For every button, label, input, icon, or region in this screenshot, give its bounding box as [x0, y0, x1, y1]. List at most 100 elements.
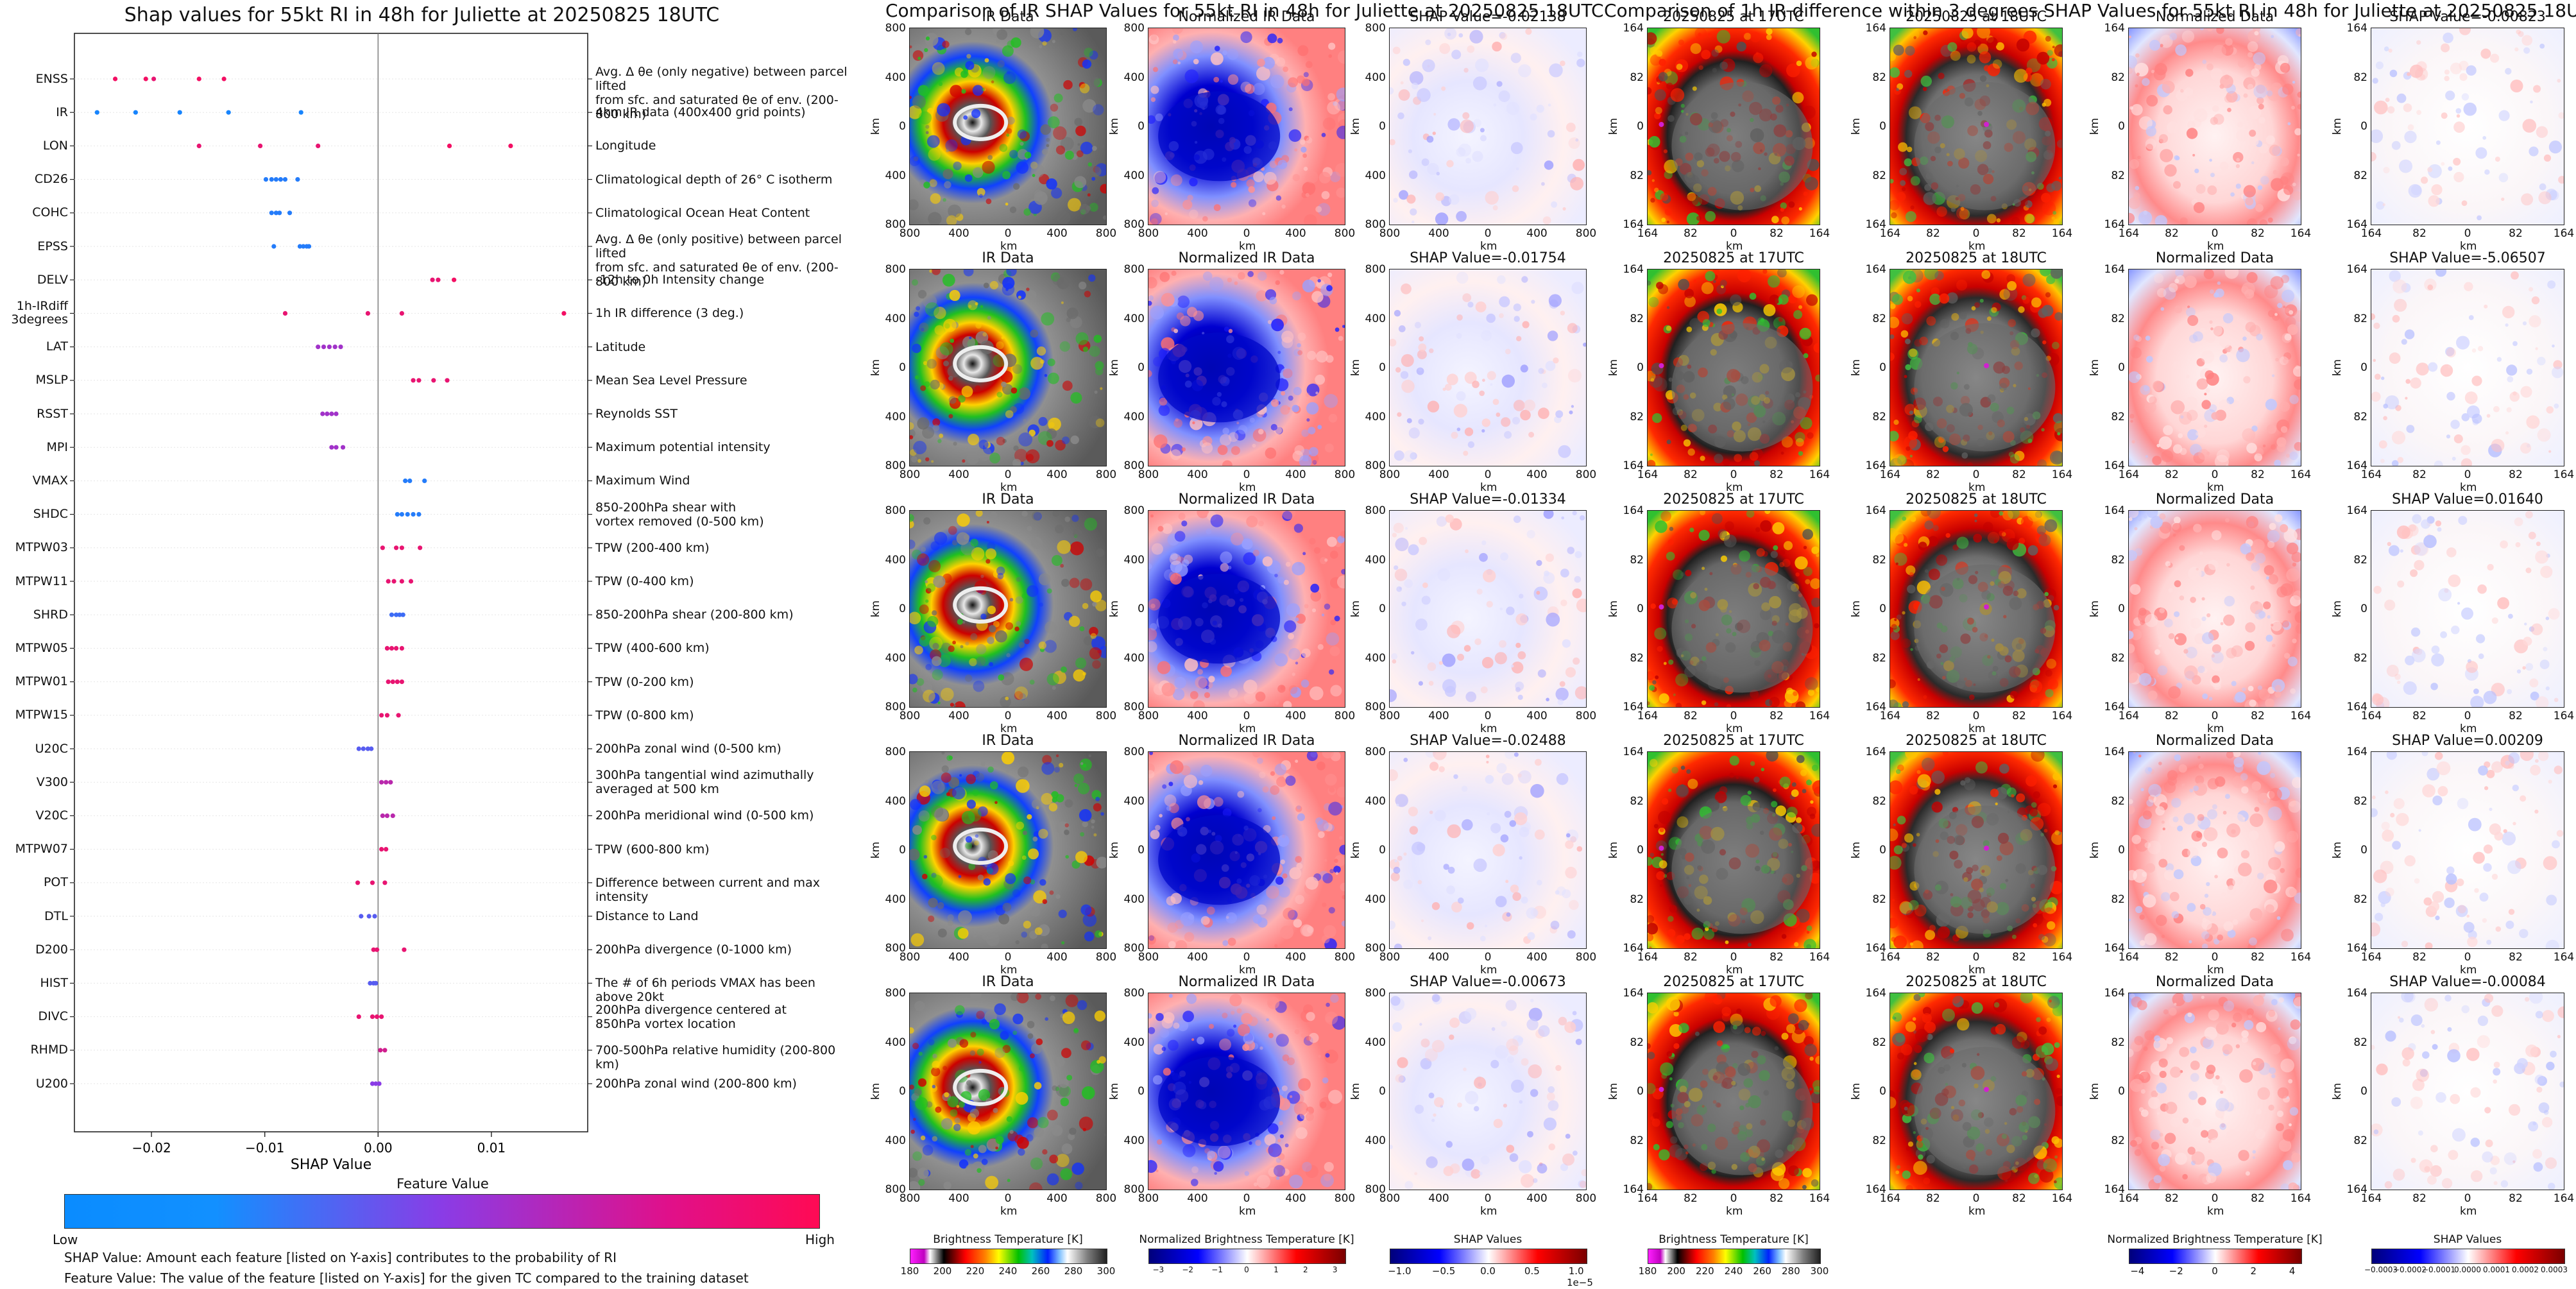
panel-title: 20250825 at 18UTC	[1906, 9, 2047, 25]
y-tick-label: 164	[1865, 746, 1886, 758]
colorbar-tick-label: 300	[1096, 1265, 1116, 1277]
x-tick-label: 164	[1637, 468, 1659, 481]
y-axis-label: km	[1108, 117, 1122, 135]
panel-title: 20250825 at 18UTC	[1906, 250, 2047, 266]
colorbar-tick-label: 280	[1064, 1265, 1083, 1277]
colorbar-tick-label: −2	[1182, 1265, 1194, 1274]
x-tick-label: 800	[1379, 710, 1401, 722]
data-point	[399, 679, 404, 685]
x-axis-label: SHAP Value	[291, 1157, 371, 1173]
data-point	[297, 244, 303, 249]
panel-title: Normalized Data	[2155, 9, 2274, 25]
x-tick-label: 164	[2118, 1192, 2140, 1205]
y-tick-label: 800	[885, 1183, 906, 1196]
data-point	[382, 880, 388, 885]
y-axis-label: km	[2088, 359, 2102, 377]
x-tick-label: 800	[1138, 710, 1159, 722]
x-axis-label: km	[2460, 240, 2477, 253]
feature-description: TPW (0-800 km)	[595, 708, 694, 722]
feature-name: ENSS	[35, 71, 68, 86]
x-tick-label: 82	[2412, 1192, 2427, 1205]
data-point	[306, 244, 312, 249]
y-tick-label: 400	[885, 553, 906, 567]
y-tick-label: 400	[1365, 892, 1386, 906]
x-tick-label: 82	[1684, 1192, 1698, 1205]
data-point	[395, 512, 400, 517]
x-tick-label: 0	[1730, 1192, 1737, 1205]
feature-name: MTPW01	[15, 674, 68, 689]
feature-description: 200hPa meridional wind (0-500 km)	[595, 808, 814, 823]
panel-title: Normalized IR Data	[1178, 974, 1315, 990]
x-tick-label: 0	[1972, 227, 1980, 240]
data-point	[298, 110, 303, 115]
y-tick-label: 800	[1123, 942, 1145, 955]
x-tick-label: 400	[1046, 951, 1068, 964]
x-tick-label: 400	[1046, 468, 1068, 481]
x-axis-label: km	[2207, 1205, 2224, 1218]
panel-image	[1148, 28, 1345, 225]
colorbar-tick-label: 200	[1667, 1265, 1685, 1277]
y-tick-label: 82	[2111, 892, 2125, 906]
y-axis-label: km	[2331, 359, 2344, 377]
panel-title: SHAP Value=-0.00084	[2389, 974, 2546, 990]
y-axis-label: km	[1108, 600, 1122, 618]
x-tick-label: 0	[2211, 1192, 2219, 1205]
x-tick-label: 400	[1428, 468, 1449, 481]
x-tick-label: 0	[1972, 1192, 1980, 1205]
y-tick-label: 0	[2118, 361, 2125, 374]
x-tick-label: 0	[1730, 710, 1737, 722]
colorbar-low-label: Low	[53, 1232, 78, 1247]
data-point	[273, 177, 278, 182]
y-tick-label: 82	[1872, 312, 1886, 325]
x-tick-label: 164	[2553, 1192, 2575, 1205]
data-point	[407, 478, 413, 484]
data-point	[327, 345, 332, 350]
y-axis-label: km	[1108, 1082, 1122, 1100]
data-point	[389, 612, 395, 617]
data-point	[408, 579, 414, 584]
colorbar-tick-label: 0	[2212, 1265, 2218, 1277]
feature-name: D200	[35, 942, 68, 957]
data-point	[355, 880, 361, 885]
y-tick-label: 800	[885, 942, 906, 955]
panel-title: IR Data	[982, 250, 1034, 266]
x-tick-label: 400	[948, 227, 969, 240]
data-point	[416, 378, 422, 383]
x-tick-label: 400	[1526, 468, 1548, 481]
y-axis-label: km	[2331, 1082, 2344, 1100]
x-tick-label: 82	[1684, 951, 1698, 964]
x-tick-label: 0	[2464, 951, 2471, 964]
data-point	[372, 914, 377, 919]
x-tick-label: 0.00	[364, 1140, 393, 1156]
y-tick-label: 164	[2104, 22, 2125, 35]
y-tick-label: 164	[1865, 459, 1886, 472]
x-tick-label: 82	[1770, 1192, 1784, 1205]
y-tick-label: 400	[1365, 553, 1386, 567]
x-tick-label: 0	[1730, 468, 1737, 481]
y-tick-label: 82	[2111, 312, 2125, 325]
colorbar-gradient	[2129, 1249, 2302, 1264]
x-tick-label: 400	[1285, 1192, 1306, 1205]
x-axis-label: km	[1239, 964, 1256, 977]
y-axis-label: km	[2331, 117, 2344, 135]
y-tick-label: 0	[1379, 120, 1386, 133]
x-tick-label: 82	[2165, 710, 2179, 722]
x-tick-label: 164	[2360, 1192, 2382, 1205]
colorbar-tick-label: 0.0	[1480, 1265, 1496, 1277]
panel-image	[1389, 269, 1587, 466]
right-chart-title: Comparison of 1h IR difference within 3 …	[1604, 0, 2576, 21]
x-tick-label: 800	[1575, 951, 1597, 964]
y-axis-label: km	[1850, 117, 1863, 135]
y-tick-label: 82	[1872, 651, 1886, 665]
x-tick-label: 82	[2251, 468, 2265, 481]
x-tick-label: 82	[1926, 1192, 1940, 1205]
x-tick-label: 164	[1637, 710, 1659, 722]
x-tick-label: 800	[899, 710, 921, 722]
x-axis-label: km	[2460, 722, 2477, 735]
y-tick-label: 0	[1379, 361, 1386, 374]
data-point	[329, 411, 334, 416]
x-tick-label: 800	[899, 951, 921, 964]
y-tick-label: 800	[1365, 459, 1386, 472]
x-tick-label: 164	[1809, 951, 1830, 964]
x-tick-label: 400	[1187, 227, 1208, 240]
